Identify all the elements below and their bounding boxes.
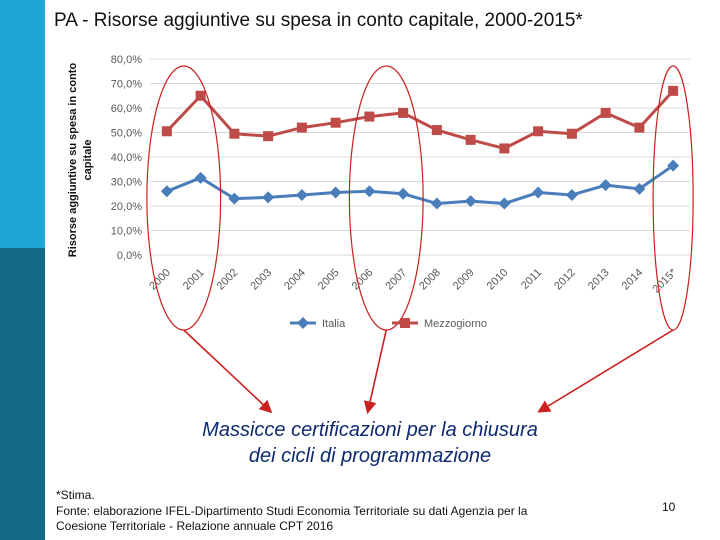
data-point-mezzogiorno (161, 126, 172, 137)
y-axis-title-line: Risorse aggiuntive su spesa in conto (67, 63, 79, 258)
y-tick-label: 0,0% (117, 250, 142, 262)
data-point-mezzogiorno (668, 85, 679, 96)
data-point-mezzogiorno (364, 111, 375, 122)
data-point-italia (160, 185, 173, 198)
legend-label-italia: Italia (322, 318, 346, 330)
data-point-italia (464, 195, 477, 208)
data-point-mezzogiorno (499, 143, 510, 154)
data-point-mezzogiorno (296, 122, 307, 133)
footnote-source-line-1: Fonte: elaborazione IFEL-Dipartimento St… (56, 503, 528, 518)
data-point-italia (295, 188, 308, 201)
y-tick-label: 30,0% (111, 177, 142, 189)
y-tick-label: 60,0% (111, 103, 142, 115)
y-tick-labels: 0,0% 10,0% 20,0% 30,0% 40,0% 50,0% 60,0% 70,0% 8… (111, 54, 142, 262)
annotation-callout: Massicce certificazioni per la chiusura … (110, 417, 630, 469)
x-tick-label: 2001 (181, 267, 207, 293)
footnote: *Stima. Fonte: elaborazione IFEL-Diparti… (56, 488, 636, 535)
data-point-mezzogiorno (398, 107, 409, 118)
data-point-italia (194, 171, 207, 184)
x-tick-labels: 2000 2001 2002 2003 2004 2005 2006 2007 2008 2009… (147, 266, 680, 295)
sidebar-accent-bottom (0, 248, 45, 540)
x-tick-label: 2013 (586, 267, 612, 293)
legend-marker-italia (297, 317, 309, 329)
y-tick-label: 40,0% (111, 152, 142, 164)
x-tick-label: 2009 (451, 267, 477, 293)
series-line-italia (166, 164, 674, 206)
x-tick-label: 2011 (519, 267, 544, 292)
data-point-mezzogiorno (229, 128, 240, 139)
footnote-source-line-2: Coesione Territoriale - Relazione annual… (56, 519, 334, 533)
annotation-arrow (537, 329, 674, 413)
data-point-italia (262, 191, 275, 204)
highlight-ellipse (348, 65, 424, 331)
data-point-mezzogiorno (465, 134, 476, 145)
x-tick-label: 2000 (147, 267, 173, 293)
y-tick-label: 20,0% (111, 201, 142, 213)
data-point-italia (532, 186, 545, 199)
legend-marker-mezzogiorno (400, 318, 410, 328)
x-tick-label: 2005 (316, 267, 342, 293)
x-tick-label: 2008 (417, 267, 443, 293)
data-point-italia (565, 188, 578, 201)
data-point-italia (633, 182, 646, 195)
x-tick-label: 2010 (485, 267, 511, 293)
gridlines (150, 58, 690, 256)
data-point-italia (397, 187, 410, 200)
y-tick-label: 10,0% (111, 226, 142, 238)
x-tick-label: 2004 (282, 267, 308, 293)
data-point-mezzogiorno (533, 126, 544, 137)
y-tick-label: 80,0% (111, 54, 142, 66)
legend: Italia Mezzogiorno (290, 317, 487, 330)
data-point-italia (430, 197, 443, 210)
y-axis-title-line: capitale (82, 140, 94, 181)
callout-line-1: Massicce certificazioni per la chiusura (202, 419, 538, 441)
series-lines (160, 85, 680, 210)
callout-line-2: dei cicli di programmazione (248, 445, 492, 467)
page-number: 10 (662, 500, 676, 514)
data-point-mezzogiorno (566, 128, 577, 139)
x-tick-label: 2007 (383, 267, 409, 293)
highlight-ellipse (652, 65, 694, 331)
legend-label-mezzogiorno: Mezzogiorno (424, 318, 487, 330)
y-tick-label: 70,0% (111, 79, 142, 91)
annotation-arrows (183, 329, 674, 415)
data-point-mezzogiorno (634, 122, 645, 133)
data-point-mezzogiorno (195, 90, 206, 101)
sidebar-accent-top (0, 0, 45, 248)
x-tick-label: 2006 (350, 267, 376, 293)
data-point-italia (228, 192, 241, 205)
annotation-arrow (183, 329, 273, 414)
data-point-mezzogiorno (263, 131, 274, 142)
line-chart: 0,0% 10,0% 20,0% 30,0% 40,0% 50,0% 60,0% 70,0% 8… (67, 54, 694, 415)
x-tick-label: 2015* (650, 266, 679, 295)
y-axis-title: Risorse aggiuntive su spesa in conto capi… (67, 63, 94, 258)
data-point-italia (498, 197, 511, 210)
data-point-mezzogiorno (600, 107, 611, 118)
data-point-mezzogiorno (431, 125, 442, 136)
data-point-italia (363, 185, 376, 198)
slide-title: PA - Risorse aggiuntive su spesa in cont… (54, 10, 583, 31)
data-point-mezzogiorno (330, 117, 341, 128)
highlight-ellipse (146, 65, 222, 331)
footnote-estimate-note: *Stima. (56, 488, 95, 502)
x-tick-label: 2002 (215, 267, 241, 293)
y-tick-label: 50,0% (111, 128, 142, 140)
data-point-italia (599, 179, 612, 192)
data-point-italia (667, 159, 680, 172)
series-line-mezzogiorno (165, 89, 675, 150)
data-point-italia (329, 186, 342, 199)
x-tick-label: 2012 (552, 267, 578, 293)
x-tick-label: 2014 (620, 267, 646, 293)
x-tick-label: 2003 (248, 267, 274, 293)
annotation-arrow (363, 329, 388, 415)
